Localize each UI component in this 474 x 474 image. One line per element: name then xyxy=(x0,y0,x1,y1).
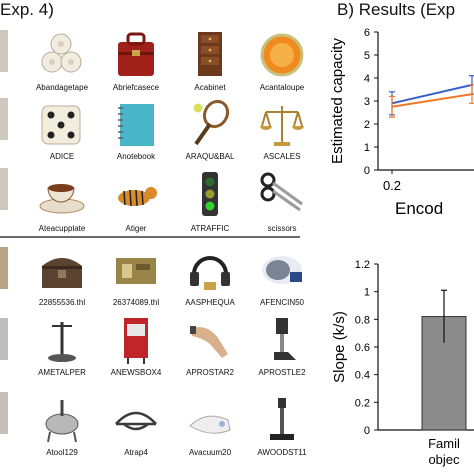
stimulus-caption: Abriefcasece xyxy=(112,83,160,92)
fencing-mask-icon xyxy=(262,256,302,284)
cantaloupe-icon xyxy=(260,33,304,77)
y-tick-label: 1 xyxy=(364,287,370,299)
x-axis-label: Encod xyxy=(395,199,443,218)
metal-stand-icon xyxy=(48,322,76,362)
figure-panel-b-heading: B) Results (Exp xyxy=(337,0,456,19)
y-tick-label: 0.2 xyxy=(355,397,370,409)
cut-off-thumbnail xyxy=(0,392,8,434)
y-axis-label: Estimated capacity xyxy=(329,38,346,164)
stimulus-caption: Atiger xyxy=(125,224,147,233)
stimulus-caption: Avacuum20 xyxy=(188,448,232,457)
stimulus-caption: APROSTAR2 xyxy=(186,368,234,377)
stimulus-caption: 26374089.thl xyxy=(112,298,160,307)
stimulus-caption: Acantaloupe xyxy=(259,83,305,92)
stimulus-caption: scissors xyxy=(267,224,297,233)
metal-tool-icon xyxy=(45,400,79,443)
dice-icon xyxy=(41,105,81,145)
stimulus-caption: AMETALPER xyxy=(38,368,86,377)
traffic-light-icon xyxy=(202,172,218,216)
capacity-line-chart: 0 1 2 3 4 5 6 0.2 Estimated capacity Encod xyxy=(329,27,474,218)
stimulus-caption: Atrap4 xyxy=(124,448,148,457)
x-category-label: Famil xyxy=(428,436,460,451)
cut-off-thumbnail xyxy=(0,247,8,289)
prosthetic-arm-icon xyxy=(190,326,228,358)
stimulus-caption: ASCALES xyxy=(263,152,301,161)
notebook-icon xyxy=(118,104,154,146)
vacuum-icon xyxy=(189,415,231,434)
bandage-tape-rolls-icon xyxy=(41,33,82,73)
y-tick-label: 0 xyxy=(364,425,370,437)
y-tick-label: 1 xyxy=(364,142,370,154)
y-tick-label: 0 xyxy=(364,165,370,177)
stimulus-caption: Abandagetape xyxy=(35,83,89,92)
figure-panel-a-heading: Exp. 4) xyxy=(0,0,54,19)
x-tick-label: 0.2 xyxy=(383,178,401,193)
stimulus-caption: Anotebook xyxy=(116,152,156,161)
trap-icon xyxy=(115,411,157,431)
newsbox-icon xyxy=(124,318,148,364)
teacup-plate-icon xyxy=(39,184,85,214)
stimulus-caption: ANEWSBOX4 xyxy=(110,368,162,377)
stimulus-caption: ARAQU&BAL xyxy=(185,152,235,161)
tiger-icon xyxy=(118,187,157,207)
y-tick-label: 4 xyxy=(364,73,370,85)
prosthetic-leg-icon xyxy=(274,318,296,360)
stimulus-caption: 22855536.thl xyxy=(38,298,86,307)
cut-off-thumbnail xyxy=(0,98,8,140)
stimulus-caption: ATRAFFIC xyxy=(190,224,230,233)
scales-icon xyxy=(260,106,304,146)
y-tick-label: 0.6 xyxy=(355,342,370,354)
stimulus-caption: Atool129 xyxy=(46,448,78,457)
section-divider xyxy=(0,236,300,238)
y-axis-label: Slope (k/s) xyxy=(331,311,348,383)
racquet-and-ball-icon xyxy=(193,99,230,146)
series-line xyxy=(391,93,473,108)
headset-device-icon xyxy=(190,256,230,290)
briefcase-icon xyxy=(118,32,154,76)
stimulus-caption: Ateacupplate xyxy=(38,224,86,233)
stimulus-caption: AFENCIN50 xyxy=(259,298,304,307)
y-tick-label: 0.4 xyxy=(355,370,370,382)
wooden-chest-icon xyxy=(42,258,82,288)
brass-device-icon xyxy=(116,258,156,284)
y-tick-label: 6 xyxy=(364,27,370,39)
stimulus-caption: ADICE xyxy=(49,152,75,161)
stimulus-caption: AWOODST11 xyxy=(257,448,307,457)
wood-stand-icon xyxy=(270,398,294,440)
y-tick-label: 0.8 xyxy=(355,314,370,326)
cabinet-icon xyxy=(198,32,222,76)
y-tick-label: 5 xyxy=(364,50,370,62)
cut-off-thumbnail xyxy=(0,318,8,360)
stimulus-caption: APROSTLE2 xyxy=(258,368,306,377)
y-tick-label: 1.2 xyxy=(355,259,370,271)
x-category-label: objec xyxy=(428,452,460,467)
stimulus-caption: Acabinet xyxy=(194,83,226,92)
cut-off-thumbnail xyxy=(0,30,8,72)
y-tick-label: 3 xyxy=(364,96,370,108)
stimulus-caption: AASPHEQUA xyxy=(185,298,235,307)
scissors-icon xyxy=(260,172,303,212)
y-tick-label: 2 xyxy=(364,119,370,131)
series-line xyxy=(391,83,473,105)
cut-off-thumbnail xyxy=(0,168,8,210)
